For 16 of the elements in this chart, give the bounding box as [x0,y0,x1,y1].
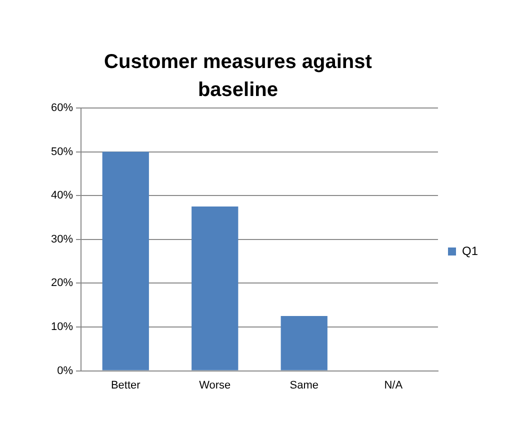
bar [102,152,149,370]
x-tick-label: N/A [384,379,404,392]
x-tick-label: Better [110,379,141,392]
x-tick-label: Worse [199,379,231,392]
y-tick-label: 30% [50,233,74,246]
bar [192,206,238,370]
y-tick-label: 0% [57,364,74,377]
x-tick-label: Same [290,379,318,392]
y-tick-label: 20% [50,277,74,290]
legend-label: Q1 [462,244,478,258]
chart-title: Customer measures against baseline [103,50,373,103]
bar [280,316,328,370]
y-tick-label: 60% [50,102,74,114]
y-tick-label: 50% [50,146,74,158]
y-tick-label: 10% [50,321,74,334]
y-tick-label: 40% [50,190,74,202]
